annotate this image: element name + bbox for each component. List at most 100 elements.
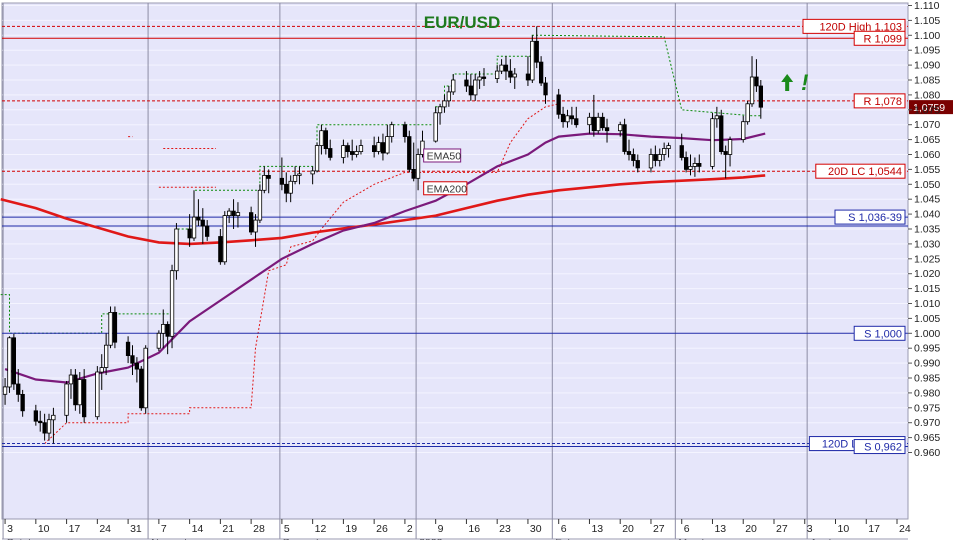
y-tick-label: 0.995: [914, 343, 940, 355]
candles: [2, 26, 763, 444]
candle-down: [719, 115, 724, 153]
candle-down: [11, 337, 17, 385]
candle-up: [565, 115, 570, 123]
y-tick-label: 1.040: [914, 209, 940, 221]
candle-up: [741, 121, 746, 140]
candle-up: [51, 414, 56, 421]
candle-up: [385, 136, 390, 154]
x-tick-label: 5: [284, 523, 290, 535]
x-tick-label: 2: [407, 523, 413, 535]
y-tick-label: 0.960: [914, 447, 940, 459]
y-tick-label: 1.105: [914, 15, 940, 27]
candle-down: [284, 183, 289, 194]
level-label: R 1,078: [863, 96, 902, 108]
candle-down: [139, 368, 144, 409]
candle-up: [745, 103, 750, 123]
x-tick-label: 12: [315, 523, 327, 535]
x-tick-label: 6: [684, 523, 690, 535]
candle-up: [99, 367, 104, 373]
candle-down: [653, 154, 658, 161]
candle-down: [569, 115, 574, 120]
level-label-box: [834, 209, 906, 225]
x-tick-label: 3: [7, 523, 13, 535]
candle-down: [539, 61, 544, 84]
x-axis: 3 10 17 24 31 7 14 21 28 5 12 19 26 2 9 16 23 30 6 13 20 27 6 1…: [2, 519, 911, 545]
candle-down: [73, 374, 78, 406]
level-label: S 0,962: [864, 442, 902, 454]
candle-up: [648, 154, 654, 169]
candle-down: [112, 311, 118, 343]
x-tick-label: 30: [530, 523, 542, 535]
y-tick-label: 1.010: [914, 298, 940, 310]
candle-up: [7, 337, 12, 388]
last-price-box: [909, 100, 953, 115]
x-tick-label: 13: [714, 523, 726, 535]
candle-down: [600, 116, 605, 129]
candle-up: [104, 344, 109, 368]
candle-down: [481, 76, 487, 79]
level-label-box: [853, 93, 906, 109]
x-tick-label: 20: [622, 523, 634, 535]
candle-down: [754, 76, 759, 87]
candle-down: [130, 355, 135, 364]
y-tick-label: 1.090: [914, 60, 940, 72]
ema-lines: [0, 132, 766, 384]
candle-up: [297, 173, 302, 176]
x-tick-label: 31: [130, 523, 142, 535]
y-axis: 1.110 1.105 1.100 1.095 1.090 1.085 1.080 1.075…: [908, 0, 940, 459]
candle-down: [534, 40, 539, 63]
level-label-box: [853, 439, 906, 455]
level-label: 120D High 1,103: [819, 21, 902, 33]
candle-down: [187, 228, 192, 239]
candle-up: [191, 216, 197, 239]
level-label-box: [853, 30, 906, 46]
candle-down: [503, 64, 509, 72]
candle-up: [68, 374, 74, 385]
candle-down: [328, 148, 333, 158]
candle-up: [662, 148, 667, 155]
y-tick-label: 1.030: [914, 238, 940, 250]
candle-down: [125, 341, 131, 357]
y-tick-label: 1.050: [914, 179, 940, 191]
y-tick-label: 1.095: [914, 45, 940, 57]
gridlines: [2, 3, 908, 539]
y-tick-label: 1.045: [914, 194, 940, 206]
x-tick-label: 13: [591, 523, 603, 535]
candle-up: [666, 145, 671, 150]
candle-up: [415, 154, 421, 179]
candle-down: [196, 216, 201, 221]
candle-up: [253, 219, 258, 233]
candle-up: [473, 79, 478, 96]
x-tick-label: 6: [561, 523, 567, 535]
candle-up: [389, 124, 394, 137]
y-tick-label: 1.020: [914, 268, 940, 280]
candle-down: [231, 210, 236, 217]
candle-up: [257, 189, 263, 221]
candle-up: [2, 386, 8, 395]
candle-up: [714, 115, 719, 120]
candle-down: [635, 160, 640, 169]
candle-up: [512, 73, 517, 78]
candle-up: [358, 145, 364, 153]
annotation-exclamation: !: [801, 70, 808, 95]
x-tick-label: 17: [868, 523, 880, 535]
candle-up: [688, 165, 693, 170]
candle-down: [134, 362, 140, 370]
x-tick-label: 10: [38, 523, 50, 535]
candle-down: [508, 70, 513, 78]
x-tick-label: 26: [376, 523, 388, 535]
candle-up: [710, 118, 715, 167]
y-tick-label: 0.990: [914, 358, 940, 370]
y-tick-label: 0.980: [914, 387, 940, 399]
y-tick-label: 1.110: [914, 0, 940, 12]
level-lines: [2, 25, 908, 448]
x-tick-label: 23: [499, 523, 511, 535]
x-tick-label: 28: [253, 523, 265, 535]
candle-up: [433, 112, 438, 142]
candle-up: [77, 379, 82, 406]
candle-down: [345, 145, 350, 153]
level-label: 20D LC 1,0544: [828, 166, 902, 178]
candle-down: [679, 145, 684, 158]
candle-up: [692, 162, 697, 167]
channel-lines: [0, 34, 761, 444]
